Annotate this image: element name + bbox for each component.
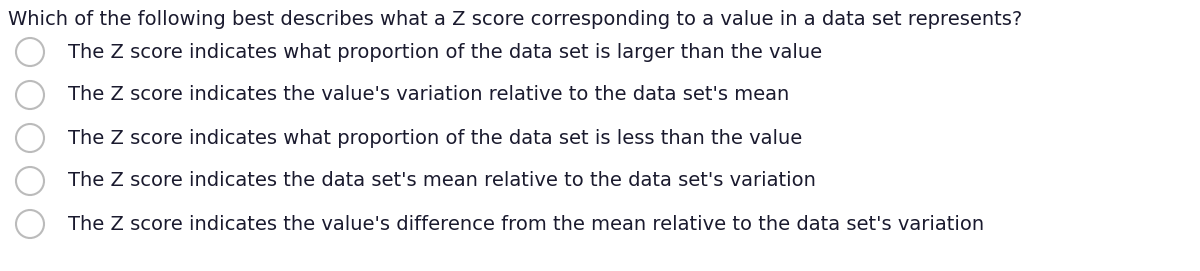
Ellipse shape [16, 81, 44, 109]
Text: Which of the following best describes what a Z score corresponding to a value in: Which of the following best describes wh… [8, 10, 1022, 29]
Text: The Z score indicates the value's variation relative to the data set's mean: The Z score indicates the value's variat… [68, 85, 790, 105]
Ellipse shape [16, 38, 44, 66]
Ellipse shape [16, 167, 44, 195]
Text: The Z score indicates the value's difference from the mean relative to the data : The Z score indicates the value's differ… [68, 215, 984, 234]
Text: The Z score indicates the data set's mean relative to the data set's variation: The Z score indicates the data set's mea… [68, 172, 816, 191]
Text: The Z score indicates what proportion of the data set is larger than the value: The Z score indicates what proportion of… [68, 43, 822, 62]
Ellipse shape [16, 210, 44, 238]
Ellipse shape [16, 124, 44, 152]
Text: The Z score indicates what proportion of the data set is less than the value: The Z score indicates what proportion of… [68, 128, 803, 147]
